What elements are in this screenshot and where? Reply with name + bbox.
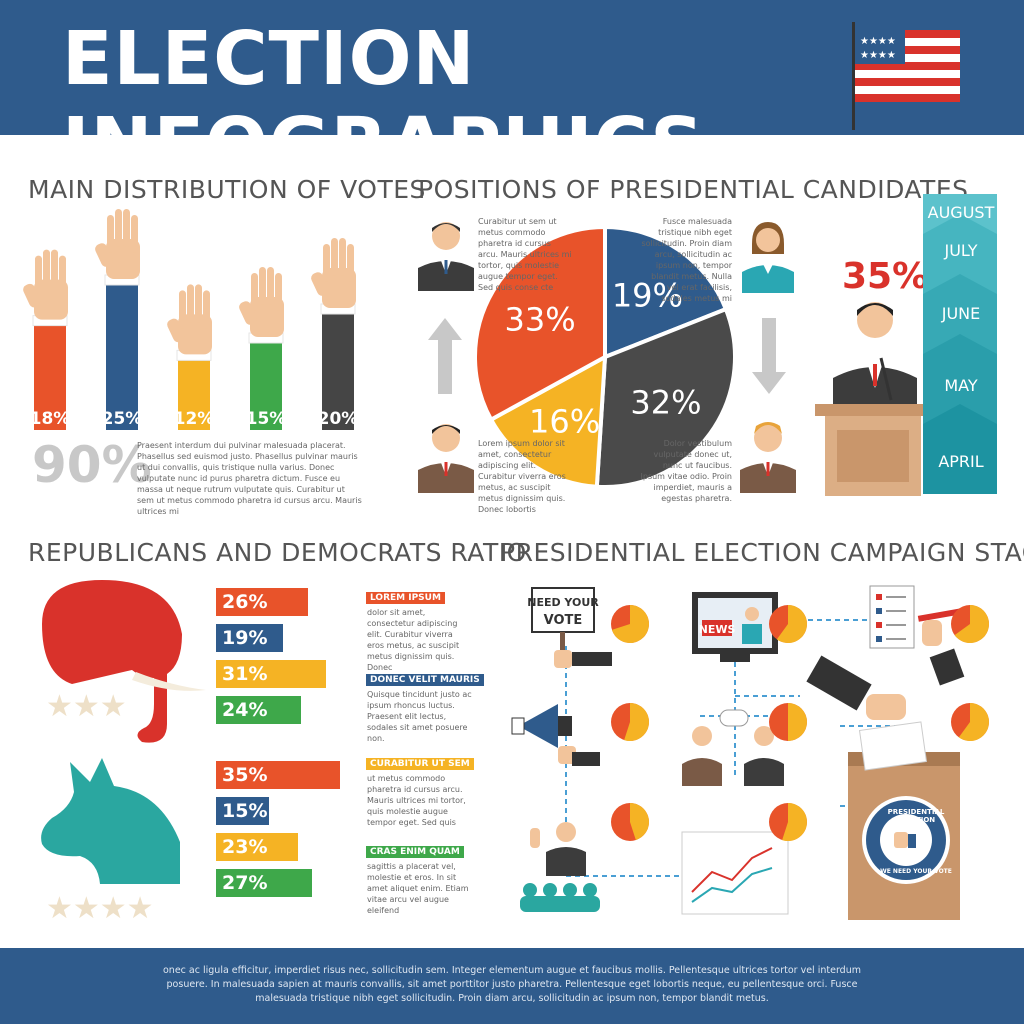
sign-line1: NEED YOUR [527, 596, 599, 609]
democrat-bar-label: 27% [222, 872, 268, 894]
vote-bar-label: 12% [174, 409, 215, 429]
candidate-avatar-bottom-right [740, 422, 796, 493]
positions-section-title: POSITIONS OF PRESIDENTIAL CANDIDATES [418, 175, 969, 204]
pie-slice-3 [488, 353, 608, 489]
stages-section-title: PRESIDENTIAL ELECTION CAMPAIGN STAGES [500, 538, 1024, 567]
note-3-text: ut metus commodo pharetra id cursus arcu… [367, 774, 466, 827]
vote-bar-2: 25% [95, 209, 143, 430]
pie-slice-4 [473, 224, 607, 423]
republican-bar-label: 26% [222, 591, 268, 613]
candidate-text-top-left: Curabitur ut sem ut metus commodo pharet… [478, 217, 572, 292]
democrat-bar-4: 27% [216, 869, 312, 897]
progress-pie-fill [630, 803, 649, 841]
democrat-bar-2: 15% [216, 797, 270, 825]
pie-slice-2 [594, 306, 737, 489]
vote-bar-3: 12% [167, 284, 215, 430]
republican-bar-2: 19% [216, 624, 284, 652]
candidate-text-bottom-left: Lorem ipsum dolor sit amet, consectetur … [478, 439, 566, 514]
republican-bar-1: 26% [216, 588, 309, 616]
svg-text:★★★★: ★★★★ [860, 50, 896, 61]
note-3-title: CURABITUR UT SEM [366, 758, 474, 770]
month-may: MAY [944, 376, 978, 395]
sign-line2: VOTE [544, 613, 583, 628]
ratio-section-title: REPUBLICANS AND DEMOCRATS RATIO [28, 538, 527, 567]
month-august: AUGUST [927, 203, 995, 222]
vote-bar-label: 20% [318, 409, 359, 429]
progress-pie-icons [611, 605, 989, 841]
progress-pie-fill [611, 605, 649, 643]
us-flag-icon: ★★★★ ★★★★ [852, 22, 960, 130]
republican-bar-label: 31% [222, 663, 268, 685]
progress-pie-fill [782, 803, 808, 841]
republican-bar-4: 24% [216, 696, 302, 724]
progress-pie-fill [954, 605, 989, 643]
note-1-title: LOREM IPSUM [366, 592, 445, 604]
votes-section-title: MAIN DISTRIBUTION OF VOTES [28, 175, 426, 204]
speaker-at-podium-icon [815, 302, 931, 496]
footer-banner [0, 948, 1024, 1024]
vote-bar-label: 25% [102, 409, 143, 429]
democrat-bar-label: 23% [222, 836, 268, 858]
badge-bottom-text: WE NEED YOUR VOTE [880, 868, 952, 875]
votes-bar-chart: 18% 25% 12% 15% 20% [23, 209, 358, 430]
note-4-title: CRAS ENIM QUAM [366, 846, 464, 858]
note-2-title: DONEC VELIT MAURIS [366, 674, 484, 686]
democrat-donkey-icon: ★★★★ [41, 758, 180, 926]
campaign-stages-illustration: NEED YOUR VOTE NEWS [511, 585, 965, 920]
timeline-arrow [923, 194, 997, 494]
pie-slice-1 [603, 224, 729, 360]
candidates-pie-chart: 19% 32% 16% 33% [473, 224, 737, 489]
republican-bar-3: 31% [216, 660, 327, 688]
month-july: JULY [944, 241, 978, 260]
pie-slice-label: 32% [630, 383, 701, 421]
svg-text:★★★: ★★★ [46, 689, 127, 724]
month-june: JUNE [941, 304, 981, 323]
vote-bar-4: 15% [239, 267, 287, 430]
progress-pie-fill [958, 703, 989, 741]
pie-slice-label: 33% [505, 301, 576, 339]
progress-pie-fill [788, 703, 807, 741]
progress-pie-fill [624, 703, 649, 741]
candidate-avatar-top-right [742, 222, 794, 293]
note-4-text: sagittis a placerat vel, molestie et ero… [367, 862, 469, 915]
democrat-bar-3: 23% [216, 833, 298, 861]
democrat-bar-1: 35% [216, 761, 341, 789]
footer-text: onec ac ligula efficitur, imperdiet risu… [163, 965, 861, 1004]
candidate-avatar-bottom-left [418, 424, 474, 493]
arrow-up-icon [428, 318, 462, 394]
pie-slice-label: 19% [612, 277, 683, 315]
candidate-text-top-right: Fusce malesuada tristique nibh eget soll… [641, 217, 732, 303]
republican-bar-label: 24% [222, 699, 268, 721]
votes-description: Praesent interdum dui pulvinar malesuada… [137, 441, 362, 516]
vote-bar-5: 20% [311, 238, 359, 430]
progress-pie-fill [776, 605, 807, 643]
news-label: NEWS [699, 623, 736, 636]
republican-bar-label: 19% [222, 627, 268, 649]
vote-bar-1: 18% [23, 249, 71, 430]
svg-text:★★★★: ★★★★ [860, 36, 896, 47]
note-1-text: dolor sit amet, consectetur adipiscing e… [367, 608, 460, 672]
candidate-avatar-top-left [418, 222, 474, 291]
democrat-bar-label: 15% [222, 800, 268, 822]
democrat-bar-label: 35% [222, 764, 268, 786]
republican-elephant-icon: ★★★ [42, 580, 206, 743]
svg-text:★★★★: ★★★★ [46, 891, 154, 926]
pie-slice-label: 16% [529, 403, 600, 441]
votes-total-percent: 90% [32, 436, 152, 494]
arrow-down-icon [752, 318, 786, 394]
note-2-text: Quisque tincidunt justo ac ipsum rhoncus… [367, 690, 472, 743]
leader-percent: 35% [842, 256, 929, 297]
page-title: ELECTION INFOGRAPHICS [62, 16, 705, 188]
vote-bar-label: 18% [30, 409, 71, 429]
badge-text: PRESIDENTIAL ELECTION [887, 808, 945, 824]
candidate-text-bottom-right: Dolor vestibulum vulputate donec ut, nun… [640, 439, 733, 503]
month-april: APRIL [938, 452, 984, 471]
vote-bar-label: 15% [246, 409, 287, 429]
